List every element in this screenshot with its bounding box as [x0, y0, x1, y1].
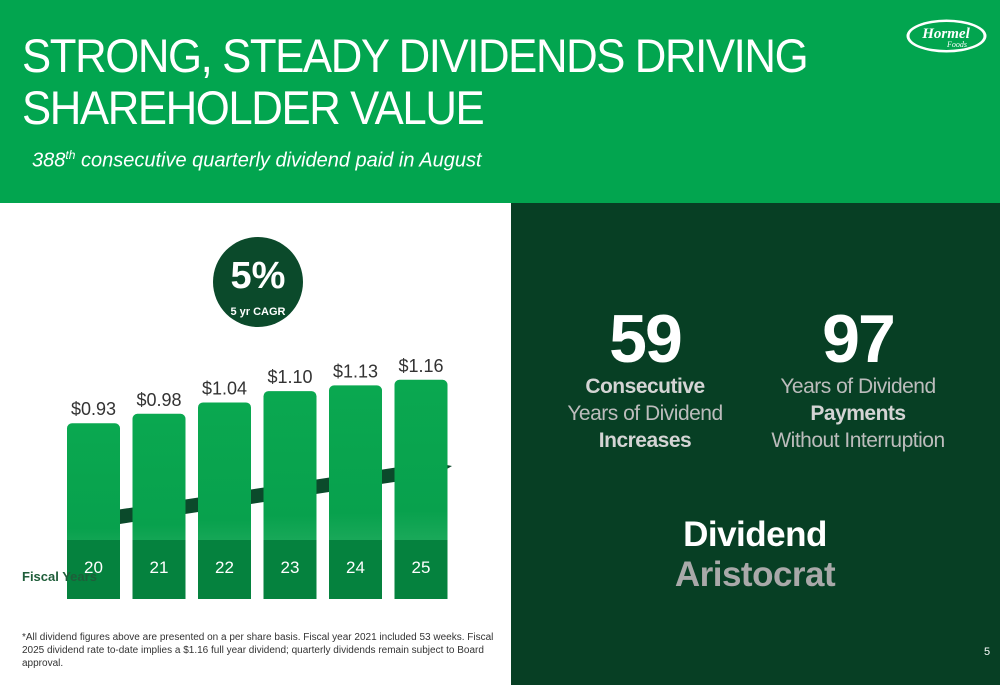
value-label-21: $0.98: [136, 390, 181, 410]
title-line-2: SHAREHOLDER VALUE: [22, 81, 485, 134]
header-banner: STRONG, STEADY DIVIDENDS DRIVING SHAREHOL…: [0, 0, 1000, 203]
subtitle-superscript: th: [65, 148, 76, 162]
value-label-23: $1.10: [267, 367, 312, 387]
year-band-22: [198, 540, 251, 599]
consecutive-line-2: Years of Dividend: [567, 402, 723, 425]
year-band-21: [132, 540, 186, 599]
fiscal-years-label: Fiscal Years: [22, 569, 97, 584]
payment-years-text: Years of Dividend Payments Without Inter…: [748, 373, 968, 454]
page-subtitle: 388th consecutive quarterly dividend pai…: [32, 148, 482, 173]
year-label-21: 21: [150, 558, 169, 577]
consecutive-line-3: Increases: [598, 429, 692, 452]
dividend-aristocrat-line-2: Aristocrat: [674, 555, 836, 594]
dividend-aristocrat-line-1: Dividend: [683, 515, 827, 554]
consecutive-years-number: 59: [609, 301, 683, 377]
logo-main-text: Hormel: [921, 26, 970, 42]
value-label-20: $0.93: [71, 399, 116, 419]
year-band-23: [263, 540, 317, 599]
dividend-bar-chart: 20 $0.93 21 $0.98 22 $1.04 23 $1.10 24 $1.13 25 $1.…: [67, 356, 452, 599]
cagr-bubble: [213, 237, 303, 327]
year-label-20: 20: [84, 558, 103, 577]
payments-line-3: Without Interruption: [771, 429, 945, 452]
title-line-1: STRONG, STEADY DIVIDENDS DRIVING: [22, 29, 809, 82]
year-label-22: 22: [215, 558, 234, 577]
subtitle-text: consecutive quarterly dividend paid in A…: [75, 149, 482, 172]
value-label-24: $1.13: [333, 361, 378, 381]
subtitle-number: 388: [32, 149, 66, 172]
year-band-20: [67, 540, 120, 599]
payments-line-1: Years of Dividend: [780, 375, 936, 398]
value-label-22: $1.04: [202, 378, 247, 398]
stats-panel: [511, 203, 1000, 685]
year-label-25: 25: [412, 558, 431, 577]
page-number: 5: [984, 646, 991, 658]
payments-line-2: Payments: [810, 402, 906, 425]
cagr-label: 5 yr CAGR: [230, 306, 286, 318]
consecutive-years-text: Consecutive Years of Dividend Increases: [540, 373, 750, 454]
consecutive-line-1: Consecutive: [585, 375, 705, 398]
payment-years-number: 97: [822, 301, 896, 377]
hormel-foods-logo: Hormel Foods: [906, 19, 987, 53]
year-band-24: [329, 540, 382, 599]
value-label-25: $1.16: [398, 356, 443, 376]
page-title: STRONG, STEADY DIVIDENDS DRIVING SHAREHOL…: [22, 29, 809, 134]
year-label-24: 24: [346, 558, 365, 577]
year-label-23: 23: [281, 558, 300, 577]
logo-sub-text: Foods: [946, 40, 967, 49]
cagr-value: 5%: [230, 255, 286, 297]
year-band-25: [394, 540, 448, 599]
footnote: *All dividend figures above are presente…: [22, 632, 494, 669]
